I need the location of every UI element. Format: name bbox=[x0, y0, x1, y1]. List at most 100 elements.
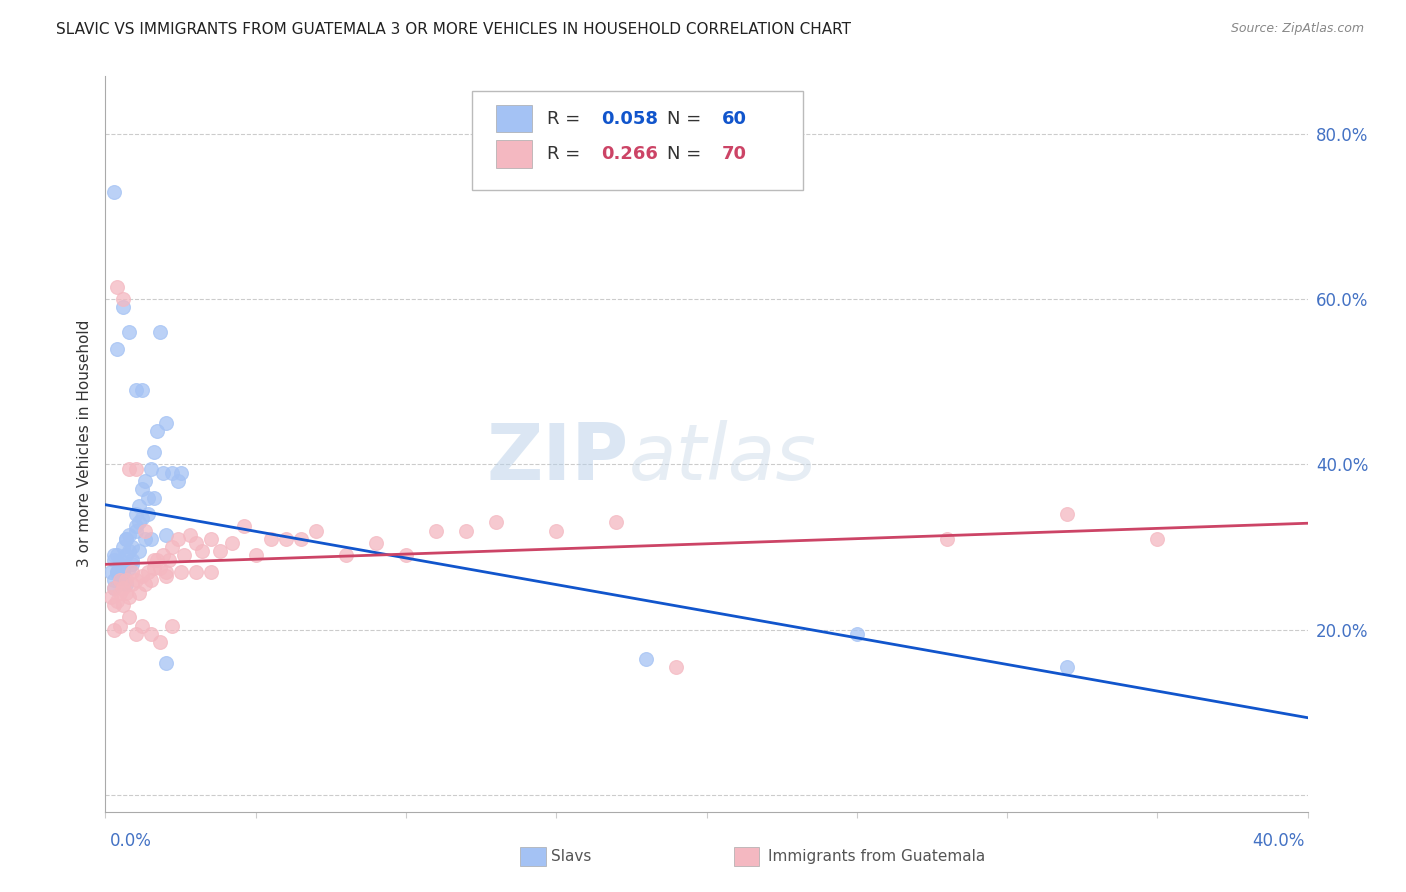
Point bbox=[142, 552, 165, 566]
Point bbox=[131, 383, 153, 397]
Point bbox=[110, 585, 132, 599]
Point bbox=[131, 482, 153, 496]
Text: N =: N = bbox=[666, 145, 707, 163]
Point bbox=[200, 532, 222, 546]
Point bbox=[112, 565, 135, 579]
Point bbox=[107, 279, 129, 293]
Point bbox=[139, 627, 162, 641]
Point bbox=[142, 445, 165, 459]
Point bbox=[107, 594, 129, 608]
Text: atlas: atlas bbox=[628, 420, 817, 497]
Point bbox=[1056, 660, 1078, 674]
Text: SLAVIC VS IMMIGRANTS FROM GUATEMALA 3 OR MORE VEHICLES IN HOUSEHOLD CORRELATION : SLAVIC VS IMMIGRANTS FROM GUATEMALA 3 OR… bbox=[56, 22, 851, 37]
Bar bbox=[496, 104, 533, 133]
Point bbox=[605, 516, 627, 530]
Point bbox=[155, 569, 177, 583]
Point bbox=[107, 565, 129, 579]
Point bbox=[425, 524, 447, 538]
Point bbox=[124, 383, 146, 397]
Point bbox=[128, 499, 150, 513]
Point bbox=[145, 425, 167, 439]
Point bbox=[139, 573, 162, 587]
Point bbox=[128, 544, 150, 558]
Point bbox=[112, 573, 135, 587]
Point bbox=[142, 561, 165, 575]
Point bbox=[124, 573, 146, 587]
Point bbox=[157, 552, 180, 566]
Point bbox=[128, 516, 150, 530]
Text: ZIP: ZIP bbox=[486, 420, 628, 497]
Point bbox=[169, 565, 191, 579]
Point bbox=[103, 598, 125, 612]
Point bbox=[139, 461, 162, 475]
Point bbox=[1146, 532, 1168, 546]
Point bbox=[118, 561, 141, 575]
Point bbox=[110, 573, 132, 587]
Point bbox=[110, 618, 132, 632]
Point bbox=[112, 292, 135, 306]
Text: N =: N = bbox=[666, 110, 707, 128]
Point bbox=[155, 565, 177, 579]
Point bbox=[152, 466, 174, 480]
Point bbox=[115, 585, 138, 599]
Point bbox=[100, 565, 122, 579]
Point bbox=[115, 532, 138, 546]
Point bbox=[107, 342, 129, 356]
Text: Slavs: Slavs bbox=[551, 849, 592, 863]
Point bbox=[184, 536, 207, 550]
Point bbox=[155, 527, 177, 541]
Point bbox=[139, 532, 162, 546]
Point bbox=[128, 585, 150, 599]
Point bbox=[179, 527, 201, 541]
Point bbox=[112, 582, 135, 596]
Point bbox=[173, 549, 195, 563]
Point bbox=[118, 590, 141, 604]
Point bbox=[145, 552, 167, 566]
Point bbox=[121, 552, 143, 566]
Point bbox=[485, 516, 508, 530]
Point bbox=[134, 474, 156, 488]
Point bbox=[845, 627, 868, 641]
Point bbox=[134, 577, 156, 591]
Point bbox=[155, 656, 177, 670]
Point bbox=[112, 598, 135, 612]
Point bbox=[136, 507, 159, 521]
Point bbox=[160, 540, 183, 554]
Point bbox=[110, 552, 132, 566]
Point bbox=[131, 618, 153, 632]
Point bbox=[115, 577, 138, 591]
Point bbox=[274, 532, 297, 546]
Point bbox=[260, 532, 283, 546]
Point bbox=[124, 461, 146, 475]
Point bbox=[200, 565, 222, 579]
Point bbox=[103, 573, 125, 587]
Point bbox=[364, 536, 387, 550]
Point bbox=[305, 524, 328, 538]
Point bbox=[636, 652, 658, 666]
Point bbox=[115, 573, 138, 587]
Point bbox=[121, 540, 143, 554]
Y-axis label: 3 or more Vehicles in Household: 3 or more Vehicles in Household bbox=[77, 320, 93, 567]
Point bbox=[134, 532, 156, 546]
Point bbox=[166, 532, 188, 546]
Point bbox=[118, 325, 141, 339]
Text: Immigrants from Guatemala: Immigrants from Guatemala bbox=[768, 849, 986, 863]
Point bbox=[112, 301, 135, 315]
Text: 0.058: 0.058 bbox=[600, 110, 658, 128]
Point bbox=[103, 185, 125, 199]
Point bbox=[136, 565, 159, 579]
Point bbox=[166, 474, 188, 488]
Point bbox=[290, 532, 312, 546]
Point bbox=[118, 544, 141, 558]
Point bbox=[115, 532, 138, 546]
Point bbox=[118, 527, 141, 541]
Point bbox=[142, 491, 165, 505]
Point bbox=[121, 557, 143, 571]
Point bbox=[121, 577, 143, 591]
Point bbox=[1056, 507, 1078, 521]
Point bbox=[148, 561, 170, 575]
Text: R =: R = bbox=[547, 110, 586, 128]
Point bbox=[107, 549, 129, 563]
Point bbox=[454, 524, 477, 538]
Point bbox=[184, 565, 207, 579]
